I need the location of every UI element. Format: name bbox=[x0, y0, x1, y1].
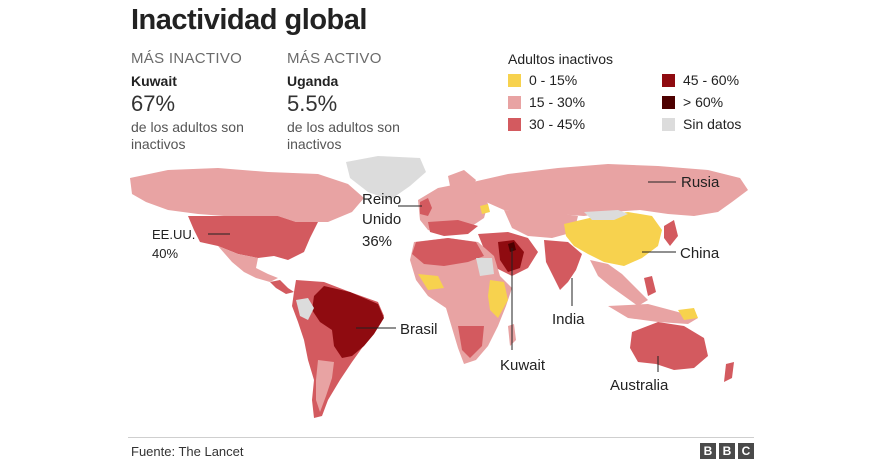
region-east-africa-yellow bbox=[488, 280, 508, 318]
region-central-asia bbox=[504, 210, 578, 238]
legend-label: > 60% bbox=[683, 94, 724, 110]
label-india: India bbox=[552, 311, 585, 328]
most-active-country: Uganda bbox=[287, 73, 339, 89]
region-png-yellow bbox=[678, 308, 698, 320]
legend-swatch-red bbox=[508, 117, 521, 131]
region-brazil bbox=[312, 286, 384, 358]
region-new-zealand bbox=[724, 362, 734, 382]
bbc-logo-letter: B bbox=[700, 443, 716, 459]
label-uk-2: Unido bbox=[362, 211, 401, 228]
most-inactive-value: 67% bbox=[131, 91, 176, 116]
most-inactive-panel: MÁS INACTIVO Kuwait 67% de los adultos s… bbox=[131, 50, 281, 153]
region-nodata-sa bbox=[296, 298, 314, 320]
region-europe-yellow bbox=[480, 204, 490, 214]
most-active-value: 5.5% bbox=[287, 91, 338, 116]
world-map: EE.UU. 40% Reino Unido 36% Rusia China B… bbox=[130, 156, 748, 418]
bbc-logo-letter: C bbox=[738, 443, 754, 459]
legend-label: 0 - 15% bbox=[529, 72, 578, 88]
region-kuwait bbox=[508, 242, 516, 252]
region-uk bbox=[420, 198, 432, 216]
region-argentina bbox=[316, 360, 334, 412]
legend-swatch-grey bbox=[662, 117, 675, 131]
label-australia: Australia bbox=[610, 377, 669, 394]
legend-label: 15 - 30% bbox=[529, 94, 586, 110]
legend-swatch-maroon bbox=[662, 95, 675, 109]
region-japan bbox=[664, 220, 678, 246]
most-inactive-label: MÁS INACTIVO bbox=[131, 50, 243, 67]
legend-item-45-60: 45 - 60% bbox=[662, 72, 739, 88]
region-southeast-asia bbox=[590, 260, 648, 306]
region-indonesia bbox=[608, 304, 698, 324]
legend-item-no-data: Sin datos bbox=[662, 116, 741, 132]
legend-swatch-pink bbox=[508, 95, 521, 109]
region-west-africa-yellow bbox=[418, 274, 444, 290]
region-southern-europe bbox=[428, 220, 478, 236]
region-russia bbox=[464, 164, 748, 216]
most-active-panel: MÁS ACTIVO Uganda 5.5% de los adultos so… bbox=[287, 50, 437, 153]
region-mongolia bbox=[584, 210, 628, 220]
bbc-logo: B B C bbox=[700, 443, 754, 459]
page-title: Inactividad global bbox=[131, 4, 367, 36]
region-greenland bbox=[346, 156, 426, 200]
label-usa-1: EE.UU. bbox=[152, 227, 195, 242]
region-scandinavia bbox=[448, 170, 476, 194]
label-usa-2: 40% bbox=[152, 246, 178, 261]
legend-item-15-30: 15 - 30% bbox=[508, 94, 585, 110]
region-canada bbox=[130, 168, 364, 222]
legend-item-over-60: > 60% bbox=[662, 94, 723, 110]
legend-label: Sin datos bbox=[683, 116, 742, 132]
label-kuwait: Kuwait bbox=[500, 357, 546, 374]
legend-label: 45 - 60% bbox=[683, 72, 740, 88]
most-active-label: MÁS ACTIVO bbox=[287, 50, 382, 67]
label-russia: Rusia bbox=[681, 174, 720, 191]
region-nodata-africa bbox=[476, 258, 494, 276]
label-uk-3: 36% bbox=[362, 233, 392, 250]
most-active-description: de los adultos son inactivos bbox=[287, 119, 400, 152]
region-central-america bbox=[270, 280, 294, 294]
region-china bbox=[564, 212, 662, 266]
legend-swatch-yellow bbox=[508, 73, 521, 87]
label-uk-1: Reino bbox=[362, 191, 401, 208]
bbc-logo-letter: B bbox=[719, 443, 735, 459]
legend-item-30-45: 30 - 45% bbox=[508, 116, 585, 132]
region-australia bbox=[630, 322, 708, 370]
region-north-africa bbox=[412, 238, 484, 266]
most-inactive-description: de los adultos son inactivos bbox=[131, 119, 244, 152]
legend-title: Adultos inactivos bbox=[508, 51, 614, 67]
region-mexico bbox=[218, 246, 278, 282]
label-brazil: Brasil bbox=[400, 321, 438, 338]
region-southern-africa bbox=[458, 326, 484, 358]
most-inactive-country: Kuwait bbox=[131, 73, 177, 89]
region-india bbox=[544, 240, 582, 290]
label-china: China bbox=[680, 245, 720, 262]
legend-item-0-15: 0 - 15% bbox=[508, 72, 577, 88]
region-kuwait-saudi bbox=[498, 240, 524, 272]
legend-label: 30 - 45% bbox=[529, 116, 586, 132]
legend-swatch-dark-red bbox=[662, 73, 675, 87]
region-philippines bbox=[644, 276, 656, 296]
source-text: Fuente: The Lancet bbox=[131, 444, 244, 459]
region-usa bbox=[188, 216, 318, 260]
footer-divider bbox=[128, 437, 754, 438]
